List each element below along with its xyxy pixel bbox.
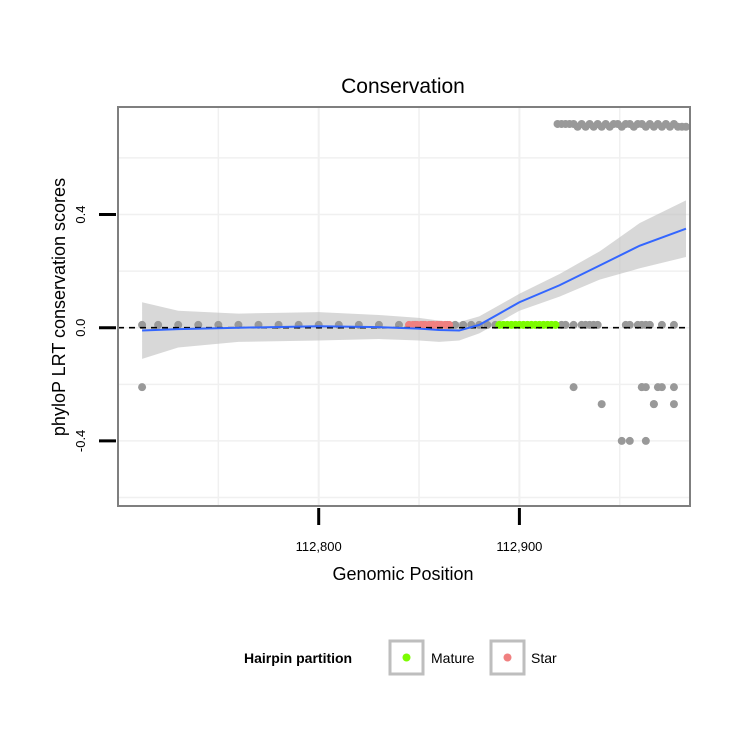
confidence-band — [142, 200, 686, 359]
score-point — [669, 383, 678, 392]
panel-background — [118, 107, 690, 506]
score-point — [657, 383, 666, 392]
score-point — [569, 320, 578, 329]
score-point — [657, 320, 666, 329]
score-point — [174, 320, 183, 329]
score-point — [597, 400, 606, 409]
x-tick-label: 112,900 — [496, 539, 542, 554]
smooth-line — [142, 227, 687, 332]
score-point — [138, 320, 147, 329]
y-axis: -0.4 0.0 0.4 — [73, 205, 116, 452]
score-point — [617, 436, 626, 445]
chart-title: Conservation — [341, 75, 465, 98]
legend-label-mature: Mature — [431, 650, 475, 666]
legend-title: Hairpin partition — [244, 650, 352, 666]
score-point — [669, 320, 678, 329]
y-tick-label: -0.4 — [73, 430, 88, 452]
score-point — [138, 383, 147, 392]
score-point — [641, 436, 650, 445]
score-point — [649, 400, 658, 409]
score-point — [459, 320, 468, 329]
score-point — [451, 320, 460, 329]
legend-item-star: Star — [489, 639, 557, 676]
score-point — [561, 320, 570, 329]
score-point — [645, 320, 654, 329]
score-point — [214, 320, 223, 329]
score-point — [154, 320, 163, 329]
legend-label-star: Star — [531, 650, 557, 666]
score-point — [625, 320, 634, 329]
score-point — [625, 436, 634, 445]
legend-swatch-mature — [402, 653, 411, 662]
score-point — [483, 320, 492, 329]
y-tick-label: 0.0 — [73, 319, 88, 337]
x-axis-title: Genomic Position — [332, 564, 473, 584]
plot-panel — [117, 106, 691, 507]
panel-border — [117, 106, 691, 507]
score-point — [194, 320, 203, 329]
legend-swatch-star — [503, 653, 512, 662]
y-tick-label: 0.4 — [73, 205, 88, 223]
legend: Hairpin partition Mature Star — [244, 639, 557, 676]
x-axis: 112,800 112,900 — [296, 508, 542, 554]
mature-point — [551, 320, 560, 329]
score-point — [681, 122, 690, 131]
score-point — [669, 400, 678, 409]
legend-item-mature: Mature — [388, 639, 475, 676]
score-point — [569, 383, 578, 392]
x-tick-label: 112,800 — [296, 539, 342, 554]
y-axis-title: phyloP LRT conservation scores — [49, 178, 69, 436]
star-point — [445, 320, 454, 329]
score-point — [641, 383, 650, 392]
score-point — [593, 320, 602, 329]
